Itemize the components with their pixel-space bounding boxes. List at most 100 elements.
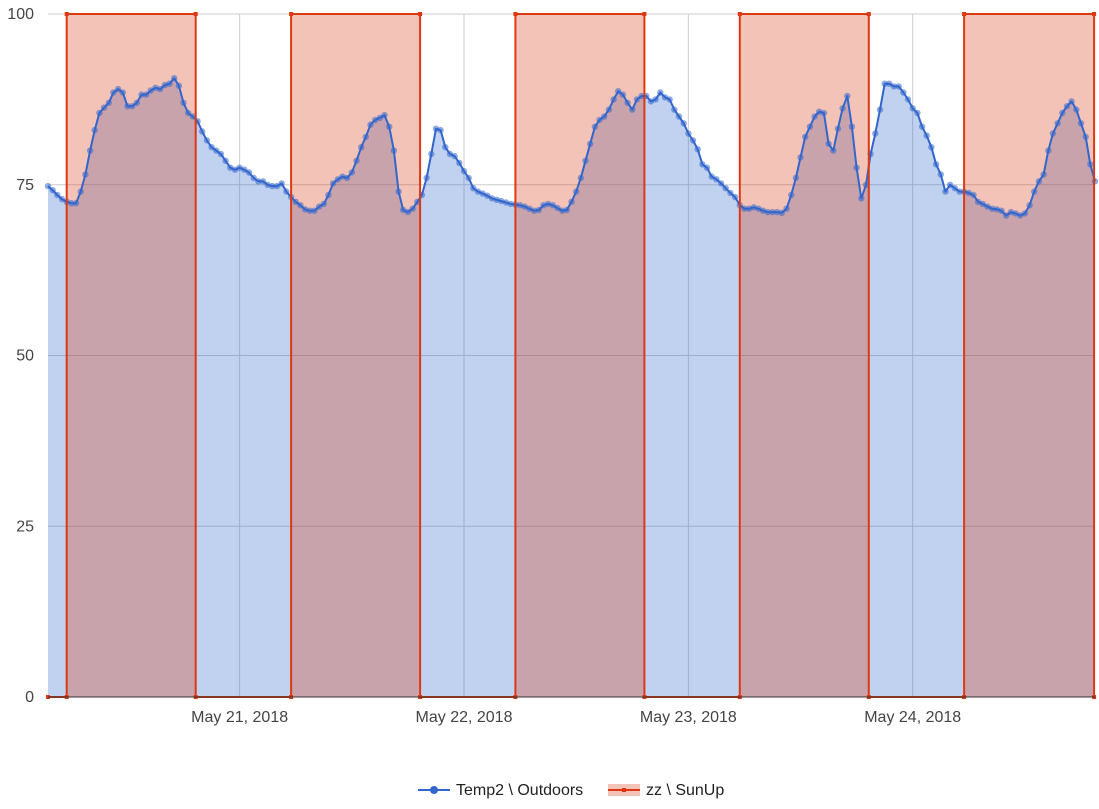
data-point	[105, 99, 113, 107]
data-point	[970, 191, 977, 199]
data-point	[694, 146, 701, 153]
data-point	[1040, 171, 1047, 178]
data-point	[289, 12, 294, 16]
data-point	[727, 189, 734, 197]
data-point	[619, 91, 627, 98]
data-point	[273, 182, 281, 190]
data-point	[811, 113, 818, 120]
data-point	[998, 207, 1005, 214]
data-point	[189, 113, 197, 120]
data-point	[185, 109, 192, 117]
data-point	[610, 96, 617, 103]
data-point	[853, 164, 860, 171]
data-point	[657, 89, 664, 96]
data-point	[568, 198, 575, 205]
data-point	[386, 123, 393, 130]
data-point	[414, 198, 421, 205]
data-point	[348, 169, 355, 176]
data-point	[737, 12, 742, 16]
data-point	[1073, 106, 1080, 113]
data-point	[124, 103, 131, 110]
y-tick-label: 100	[7, 6, 34, 23]
data-point	[1035, 178, 1043, 185]
data-point	[100, 104, 108, 111]
data-point	[255, 178, 262, 185]
data-point	[830, 147, 837, 154]
data-point	[329, 180, 337, 187]
x-tick-label: May 24, 2018	[864, 709, 961, 726]
y-tick-label: 75	[16, 177, 34, 194]
data-point	[358, 144, 365, 151]
data-point	[731, 193, 739, 201]
data-point	[315, 203, 323, 210]
data-point	[834, 125, 842, 132]
data-point	[886, 80, 893, 87]
data-point	[456, 159, 463, 167]
data-point	[848, 123, 856, 130]
data-point	[872, 130, 879, 137]
data-point	[241, 166, 248, 173]
legend-marker	[430, 786, 438, 794]
data-point	[946, 181, 954, 188]
data-point	[49, 187, 56, 194]
data-point	[320, 200, 327, 208]
data-point	[722, 185, 729, 192]
data-point	[86, 147, 94, 154]
data-point	[460, 167, 468, 175]
data-point	[362, 133, 369, 141]
data-point	[866, 12, 871, 16]
data-point	[77, 188, 84, 195]
data-point	[591, 123, 599, 130]
data-point	[605, 106, 613, 113]
data-point	[353, 157, 360, 164]
legend-fill-swatch	[608, 784, 640, 796]
data-point	[769, 208, 776, 216]
data-point	[311, 207, 318, 214]
y-tick-label: 25	[16, 518, 34, 535]
data-point	[918, 123, 926, 130]
data-point	[278, 180, 285, 187]
data-point	[858, 195, 865, 202]
data-point	[783, 205, 790, 212]
x-tick-label: May 23, 2018	[640, 709, 737, 726]
data-point	[638, 92, 645, 100]
data-point	[839, 105, 846, 112]
data-point	[1092, 12, 1097, 16]
y-tick-label: 50	[16, 348, 34, 365]
data-point	[292, 198, 299, 205]
data-point	[820, 109, 828, 117]
data-point	[44, 182, 52, 190]
data-point	[778, 209, 785, 216]
data-point	[1063, 103, 1071, 110]
data-point	[932, 161, 940, 168]
data-point	[269, 182, 276, 190]
data-point	[890, 83, 898, 90]
data-point	[54, 191, 61, 199]
data-point	[713, 176, 720, 183]
data-point	[1031, 188, 1038, 195]
data-point	[862, 181, 870, 188]
data-point	[128, 103, 136, 110]
data-point	[1068, 98, 1075, 105]
data-point	[680, 120, 687, 127]
data-point	[741, 205, 748, 212]
legend[interactable]: Temp2 \ Outdoors zz \ SunUp	[418, 782, 724, 799]
data-point	[395, 188, 402, 195]
data-point	[423, 174, 430, 182]
data-point	[624, 99, 631, 107]
data-point	[1059, 109, 1066, 117]
data-point	[549, 202, 556, 209]
data-point	[208, 144, 215, 151]
data-point	[217, 150, 225, 158]
data-point	[1003, 212, 1010, 219]
data-point	[1054, 120, 1061, 127]
series-area-1	[48, 14, 1095, 697]
data-point	[797, 154, 804, 161]
data-point	[900, 89, 907, 96]
data-point	[615, 88, 622, 95]
data-point	[381, 111, 388, 119]
x-tick-label: May 22, 2018	[416, 709, 513, 726]
legend-label: Temp2 \ Outdoors	[456, 782, 583, 799]
